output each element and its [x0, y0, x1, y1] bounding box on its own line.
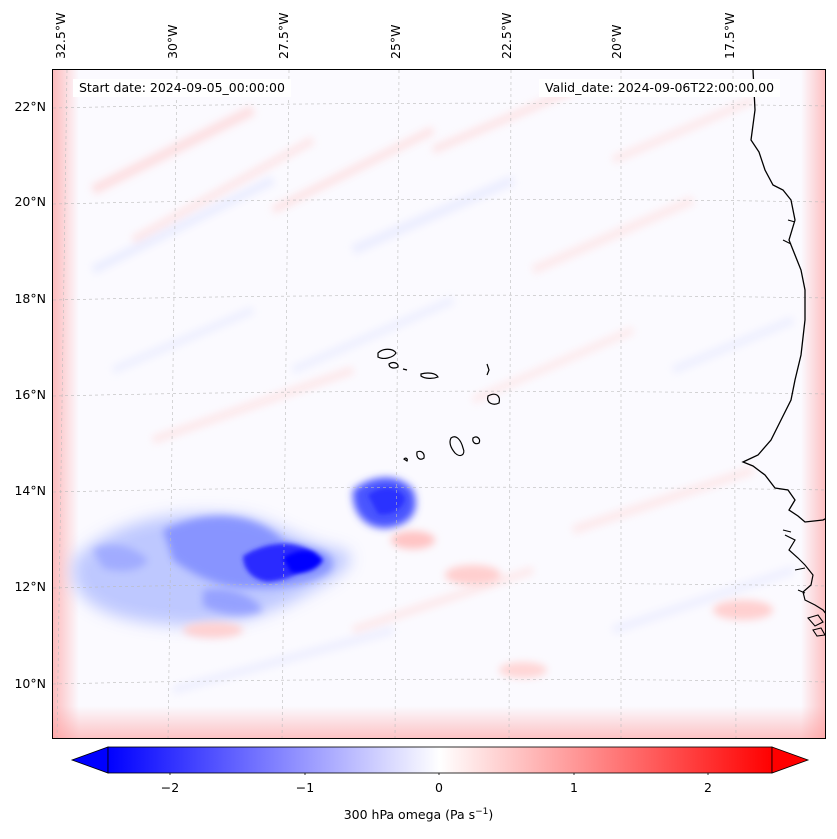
island-sao-vicente [388, 361, 399, 369]
omega-field-map [53, 70, 825, 738]
colorbar-tick-neg1: −1 [295, 780, 315, 795]
valid-date-label: Valid_date: 2024-09-06T22:00:00.00 [539, 79, 781, 97]
colorbar-label-main: 300 hPa omega (Pa s [343, 807, 476, 823]
island-maio [472, 436, 481, 445]
lat-label-12n: 12°N [14, 579, 46, 594]
lon-label-32-5w: 32.5°W [53, 12, 68, 59]
cape-verde-islands [377, 348, 500, 462]
start-date-label: Start date: 2024-09-05_00:00:00 [73, 79, 291, 97]
lat-label-18n: 18°N [14, 291, 46, 306]
lon-label-22-5w: 22.5°W [499, 12, 514, 59]
lat-label-20n: 20°N [14, 194, 46, 209]
colorbar-tick-1: 1 [570, 780, 578, 795]
coast-ticks [782, 219, 806, 594]
colorbar-tick-2: 2 [704, 780, 712, 795]
background-streaks [90, 86, 795, 695]
lon-label-30w: 30°W [165, 24, 180, 59]
island-santo-antao [377, 348, 397, 359]
island-boa-vista [487, 393, 500, 405]
lon-label-27-5w: 27.5°W [276, 12, 291, 59]
field-background [53, 70, 825, 738]
colorbar-extend-min [70, 746, 109, 774]
positive-omega-patches [183, 531, 773, 678]
gridlines [53, 70, 825, 738]
lat-label-14n: 14°N [14, 483, 46, 498]
colorbar-label-exponent: −1 [475, 807, 489, 817]
colorbar-extend-max [771, 746, 810, 774]
africa-coastline-south [784, 534, 825, 614]
lat-label-16n: 16°N [14, 387, 46, 402]
colorbar-tick-marks [169, 773, 709, 775]
africa-coastline [741, 70, 825, 523]
colorbar-label: 300 hPa omega (Pa s−1) [0, 807, 837, 822]
island-sal [486, 363, 490, 376]
lon-label-20w: 20°W [609, 24, 624, 59]
island-sao-nicolau [420, 372, 439, 379]
boundary-zone [53, 70, 825, 738]
island-brava [403, 457, 408, 462]
island-santiago [449, 436, 465, 457]
colorbar-gradient [107, 746, 773, 774]
lon-label-17-5w: 17.5°W [722, 12, 737, 59]
negative-omega-region [73, 477, 416, 626]
island-santa-luzia [402, 368, 408, 371]
lon-label-25w: 25°W [388, 24, 403, 59]
island-fogo [416, 450, 425, 460]
colorbar-label-close: ) [488, 807, 494, 823]
colorbar [70, 746, 810, 775]
lat-label-22n: 22°N [14, 99, 46, 114]
map-plot-area [52, 69, 826, 739]
colorbar-tick-0: 0 [435, 780, 443, 795]
colorbar-tick-neg2: −2 [160, 780, 180, 795]
lat-label-10n: 10°N [14, 676, 46, 691]
bijagos-islands [807, 614, 825, 637]
